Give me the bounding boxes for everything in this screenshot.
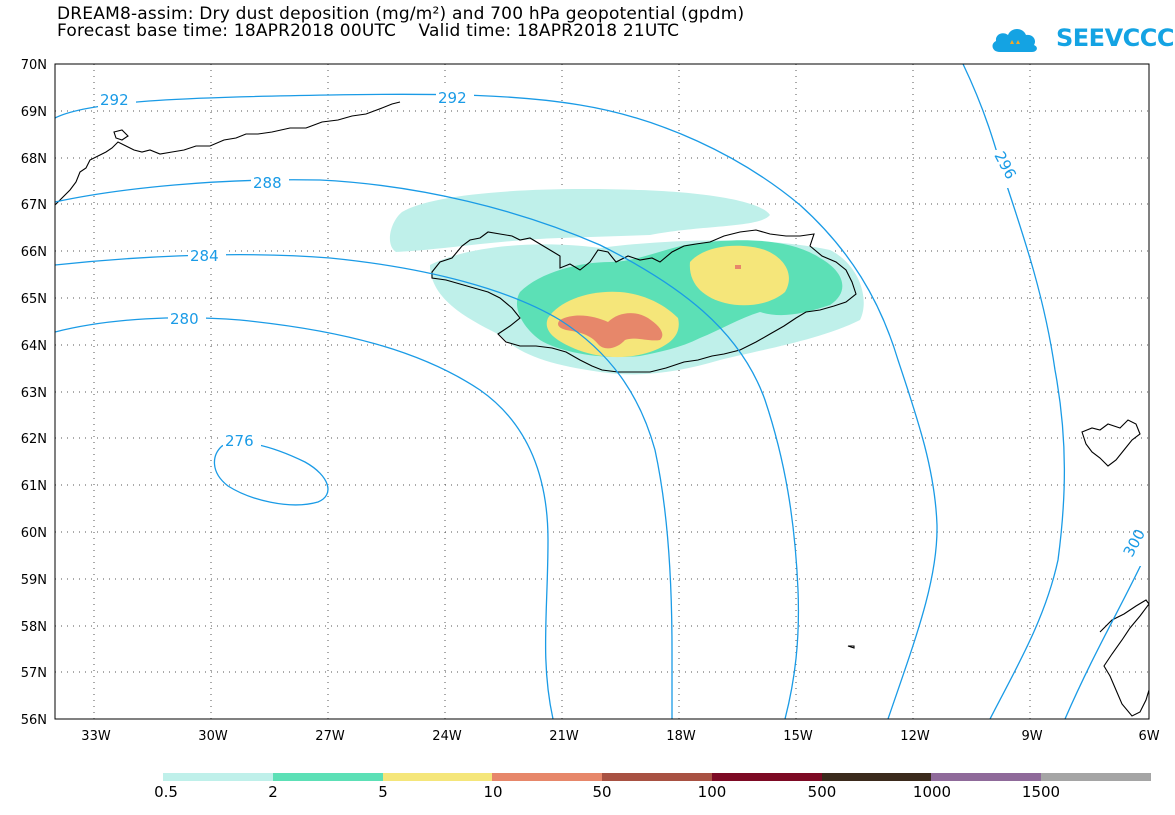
- lat-label: 60N: [21, 526, 47, 541]
- colorbar-label: 1000: [912, 783, 952, 801]
- lon-label: 6W: [1138, 729, 1159, 744]
- contour-300: [1064, 547, 1149, 719]
- lat-label: 57N: [21, 666, 47, 681]
- lat-label: 56N: [21, 713, 47, 728]
- contour-276: [213, 442, 329, 506]
- colorbar-swatch: [382, 773, 493, 781]
- lat-label: 69N: [21, 105, 47, 120]
- contour-label-288: 288: [253, 174, 282, 192]
- colorbar-label: 0.5: [154, 783, 178, 801]
- colorbar-label: 2: [268, 783, 278, 801]
- colorbar-swatch: [1041, 773, 1152, 781]
- map-title-line-1: DREAM8-assim: Dry dust deposition (mg/m²…: [57, 4, 745, 24]
- lon-label: 21W: [549, 729, 579, 744]
- colorbar-swatch: [492, 773, 603, 781]
- lon-label: 30W: [198, 729, 228, 744]
- latitude-labels: 70N 69N 68N 67N 66N 65N 64N 63N 62N 61N …: [21, 58, 47, 728]
- lat-label: 58N: [21, 620, 47, 635]
- map-frame: [54, 63, 1150, 720]
- colorbar-label: 50: [592, 783, 612, 801]
- lat-label: 59N: [21, 573, 47, 588]
- lon-label: 27W: [315, 729, 345, 744]
- lat-label: 63N: [21, 386, 47, 401]
- colorbar-label: 1500: [1021, 783, 1061, 801]
- colorbar-swatch: [821, 773, 932, 781]
- lat-label: 62N: [21, 432, 47, 447]
- contour-label-276: 276: [225, 432, 254, 450]
- cloud-icon: [992, 29, 1037, 52]
- lat-label: 65N: [21, 292, 47, 307]
- logo-text: SEEVCCC: [1056, 24, 1175, 52]
- lon-label: 24W: [432, 729, 462, 744]
- contour-292: [55, 93, 938, 719]
- lat-label: 68N: [21, 152, 47, 167]
- lat-label: 66N: [21, 245, 47, 260]
- colorbar-swatch: [272, 773, 383, 781]
- lon-label: 9W: [1021, 729, 1042, 744]
- colorbar-swatch: [711, 773, 822, 781]
- colorbar-swatch: [163, 773, 273, 781]
- lat-label: 64N: [21, 339, 47, 354]
- lon-label: 12W: [900, 729, 930, 744]
- colorbar-label: 5: [378, 783, 388, 801]
- contour-label-292-east: 292: [438, 89, 467, 107]
- colorbar-swatch: [602, 773, 712, 781]
- lat-label: 67N: [21, 198, 47, 213]
- colorbar-label: 10: [483, 783, 503, 801]
- graticule: [55, 64, 1149, 719]
- coastline: [55, 101, 1149, 717]
- contour-label-284: 284: [190, 247, 219, 265]
- lat-label: 61N: [21, 479, 47, 494]
- contour-label-280: 280: [170, 310, 199, 328]
- colorbar: [163, 773, 1152, 781]
- lon-label: 18W: [666, 729, 696, 744]
- contour-280: [55, 317, 554, 719]
- dust-field-heavy: [558, 265, 741, 349]
- colorbar-label: 100: [697, 783, 727, 801]
- map-title-line-2: Forecast base time: 18APR2018 00UTC Vali…: [57, 21, 680, 41]
- lon-label: 15W: [783, 729, 813, 744]
- colorbar-swatch: [931, 773, 1042, 781]
- lat-label: 70N: [21, 58, 47, 73]
- contour-label-292-west: 292: [100, 91, 129, 109]
- longitude-labels: 33W 30W 27W 24W 21W 18W 15W 12W 9W 6W: [81, 729, 1159, 744]
- colorbar-label: 500: [807, 783, 837, 801]
- lon-label: 33W: [81, 729, 111, 744]
